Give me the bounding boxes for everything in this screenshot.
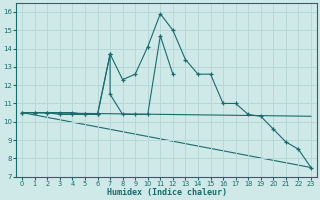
X-axis label: Humidex (Indice chaleur): Humidex (Indice chaleur) <box>107 188 227 197</box>
